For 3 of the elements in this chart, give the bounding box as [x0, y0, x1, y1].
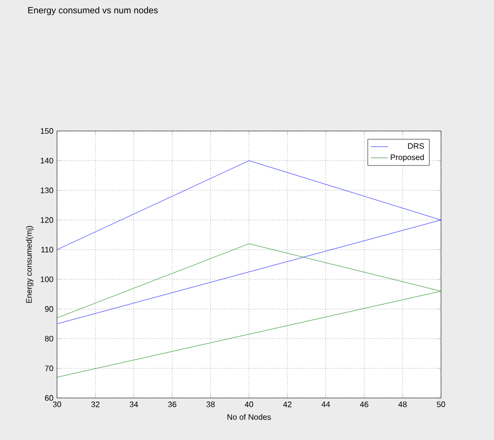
chart-title: Energy consumed vs num nodes	[28, 6, 158, 16]
line-series	[57, 160, 442, 324]
line-series	[57, 244, 442, 378]
